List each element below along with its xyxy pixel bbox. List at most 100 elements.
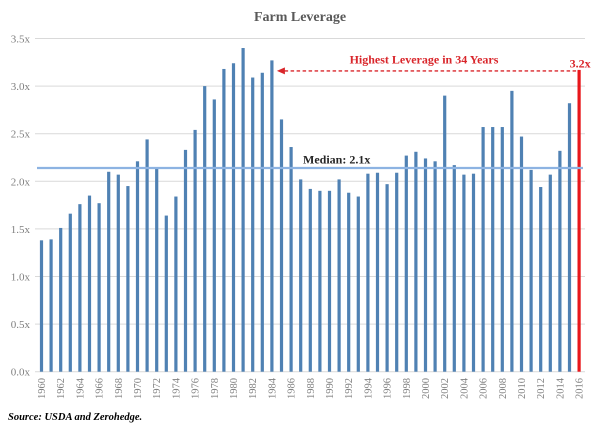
chart-title: Farm Leverage (254, 10, 346, 25)
x-tick-label: 2000 (421, 378, 432, 399)
bar-1980 (231, 63, 236, 372)
median-label: Median: 2.1x (303, 152, 370, 166)
bar-2004 (462, 174, 466, 372)
bar-2011 (529, 169, 533, 372)
x-tick-label: 1960 (37, 378, 48, 399)
y-tick-label: 1.0x (11, 272, 31, 284)
bar-1979 (222, 68, 226, 372)
bar-2002 (443, 95, 447, 372)
x-tick-label: 1968 (114, 378, 125, 399)
x-tick-label: 1980 (229, 378, 240, 399)
bar-1963 (68, 213, 72, 372)
bar-1985 (279, 119, 284, 372)
x-tick-label: 1964 (75, 377, 86, 399)
bar-1978 (212, 99, 216, 372)
bar-1996 (385, 184, 389, 372)
y-tick-label: 2.0x (11, 176, 31, 188)
bar-2009 (510, 90, 514, 372)
bar-1974 (174, 196, 178, 372)
source-note: Source: USDA and Zerohedge. (8, 412, 143, 423)
bar-1968 (116, 174, 120, 372)
bar-1983 (260, 72, 264, 372)
bar-1998 (404, 155, 408, 372)
bars (39, 48, 581, 372)
bar-2014 (558, 150, 562, 372)
x-tick-label: 1984 (267, 377, 278, 399)
bar-1987 (299, 179, 303, 372)
bar-2015 (567, 103, 572, 372)
bar-1971 (145, 139, 149, 372)
x-tick-label: 2010 (517, 378, 528, 399)
x-tick-label: 2012 (536, 378, 547, 399)
bar-1972 (155, 167, 159, 372)
x-tick-label: 2006 (479, 378, 490, 399)
x-tick-label: 1974 (171, 377, 182, 399)
x-tick-label: 2002 (440, 378, 451, 399)
y-tick-label: 2.5x (11, 129, 31, 141)
highlight-value-label: 3.2x (570, 56, 591, 70)
y-tick-label: 3.5x (11, 34, 31, 46)
x-tick-label: 1978 (210, 378, 221, 399)
annotations: Median: 2.1x Highest Leverage in 34 Years… (37, 52, 591, 170)
bar-1975 (183, 149, 188, 372)
bar-1970 (135, 161, 140, 372)
bar-1977 (203, 86, 207, 372)
y-axis-ticks: 0.0x 0.5x 1.0x 1.5x 2.0x 2.5x 3.0x 3.5x (11, 34, 31, 379)
x-tick-label: 2016 (575, 378, 586, 399)
bar-1988 (308, 188, 312, 372)
bar-1973 (164, 215, 168, 372)
bar-2007 (491, 127, 495, 372)
x-tick-label: 1970 (133, 378, 144, 399)
bar-1964 (78, 204, 82, 372)
bar-2010 (519, 136, 524, 372)
bar-1991 (337, 179, 341, 372)
bar-1981 (241, 48, 245, 372)
x-tick-label: 1990 (325, 378, 336, 399)
bar-1966 (97, 203, 101, 372)
arrow-head-icon (276, 67, 285, 75)
y-tick-label: 1.5x (11, 224, 31, 236)
y-tick-label: 0.0x (11, 367, 31, 379)
x-tick-label: 1962 (56, 378, 67, 399)
bar-1992 (347, 192, 351, 372)
bar-1960 (39, 240, 44, 372)
bar-1962 (59, 227, 63, 372)
bar-1990 (327, 190, 332, 372)
x-tick-label: 1998 (402, 378, 413, 399)
x-tick-label: 1982 (248, 378, 259, 399)
x-tick-label: 1994 (363, 377, 374, 399)
bar-2013 (548, 174, 552, 372)
bar-1993 (356, 196, 360, 372)
y-tick-label: 0.5x (11, 319, 31, 331)
bar-1984 (270, 60, 274, 372)
bar-1982 (251, 77, 255, 372)
x-tick-label: 1976 (191, 378, 202, 399)
x-axis-ticks: 1960 1962 1964 1966 1968 1970 1972 1974 1976 1978… (37, 377, 586, 399)
x-tick-label: 2014 (555, 377, 566, 399)
bar-1967 (107, 171, 111, 372)
bar-1999 (414, 151, 418, 372)
annotation-label: Highest Leverage in 34 Years (350, 52, 499, 66)
bar-2000 (423, 158, 428, 372)
bar-1994 (366, 173, 370, 372)
bar-2003 (452, 165, 456, 372)
x-tick-label: 1966 (95, 378, 106, 399)
x-tick-label: 1996 (383, 378, 394, 399)
y-tick-label: 3.0x (11, 81, 31, 93)
bar-1997 (395, 172, 399, 372)
x-tick-label: 1972 (152, 378, 163, 399)
x-tick-label: 2004 (459, 377, 470, 399)
bar-1989 (318, 190, 322, 372)
bar-highlight-2016 (577, 69, 581, 372)
bar-1976 (193, 129, 197, 372)
bar-1965 (87, 195, 92, 372)
bar-1969 (126, 186, 130, 372)
bar-1995 (375, 172, 380, 372)
bar-2005 (471, 173, 476, 372)
bar-1961 (49, 239, 53, 372)
bar-1986 (289, 147, 293, 372)
x-tick-label: 1992 (344, 378, 355, 399)
x-tick-label: 1988 (306, 378, 317, 399)
bar-2012 (539, 187, 543, 372)
